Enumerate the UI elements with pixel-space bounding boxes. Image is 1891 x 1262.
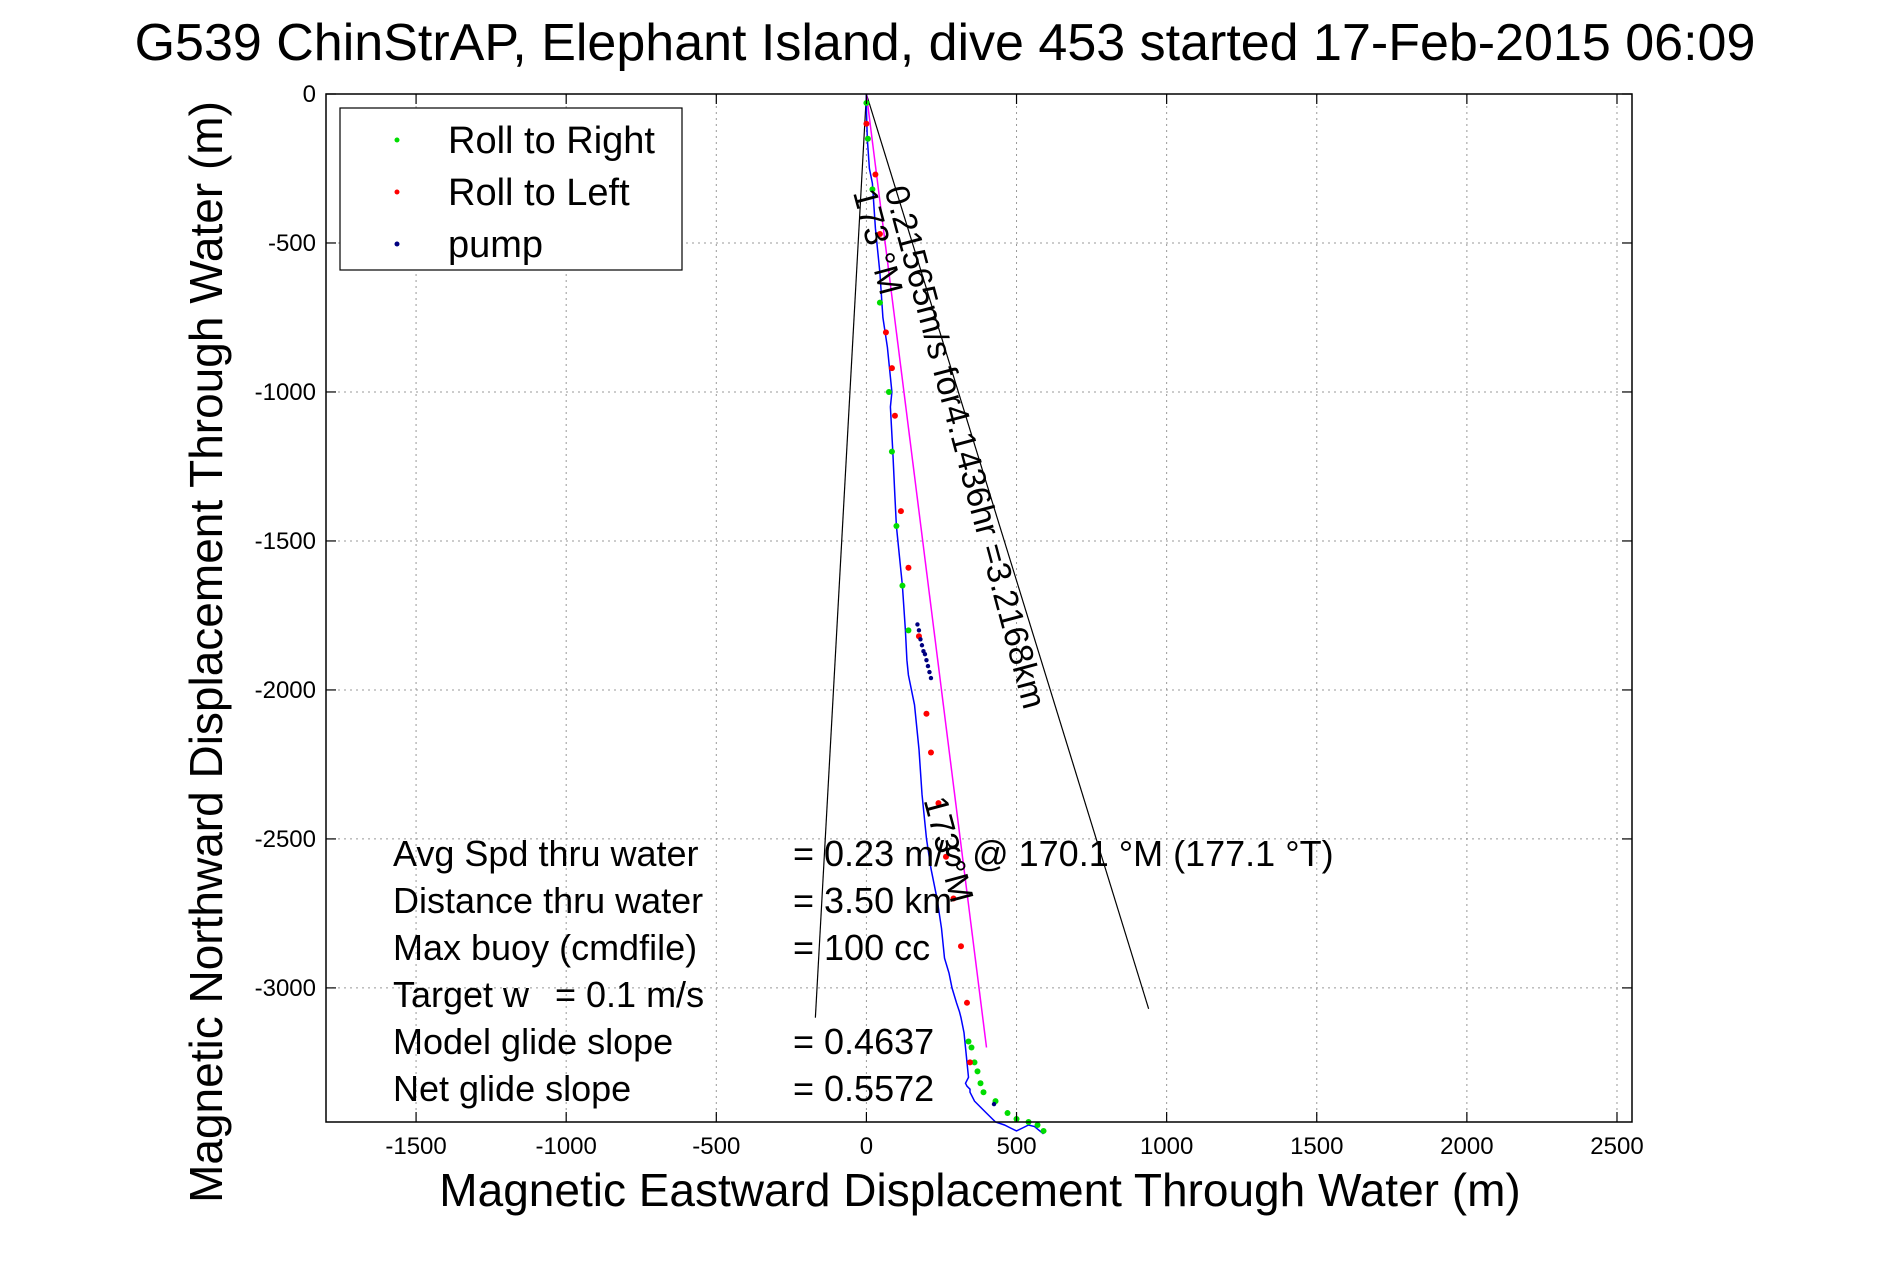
roll-left-marker [897, 508, 904, 515]
roll-left-marker [891, 412, 898, 419]
y-tick-label: -3000 [255, 975, 316, 1002]
roll-left-marker [942, 853, 949, 860]
legend-marker [394, 137, 400, 143]
stat-value: = 0.1 m/s [555, 974, 704, 1015]
roll-right-marker [1004, 1110, 1011, 1117]
y-tick-label: -2000 [255, 677, 316, 704]
x-tick-label: 1000 [1140, 1133, 1193, 1160]
legend-label: pump [448, 224, 543, 266]
roll-left-marker [963, 999, 970, 1006]
plot-area-frame [325, 93, 1633, 1123]
roll-left-marker [905, 564, 912, 571]
pump-marker [927, 669, 932, 675]
roll-left-marker [882, 329, 889, 336]
roll-left-marker [872, 171, 879, 178]
roll-left-marker [888, 365, 895, 372]
series-layer [814, 93, 1150, 1135]
pump-marker [924, 657, 929, 663]
guide-line [865, 93, 988, 1048]
roll-right-marker [885, 388, 892, 395]
stat-label: Net glide slope [393, 1068, 631, 1109]
roll-right-marker [974, 1068, 981, 1075]
roll-right-marker [876, 299, 883, 306]
roll-left-marker [876, 231, 883, 238]
pump-marker [916, 628, 922, 633]
y-tick-label: -1000 [255, 379, 316, 406]
legend: Roll to Right Roll to Left pump [339, 107, 683, 271]
roll-left-marker [950, 895, 957, 902]
stat-label: Avg Spd thru water [393, 833, 699, 874]
roll-right-marker [965, 1038, 972, 1045]
y-tick-label: 0 [303, 81, 316, 108]
stat-label: Max buoy (cmdfile) [393, 927, 697, 968]
y-tick-label: -500 [268, 230, 316, 257]
legend-marker [394, 241, 400, 247]
pump-marker [919, 643, 925, 648]
stat-label: Target w [393, 974, 530, 1015]
roll-left-marker [957, 943, 964, 950]
roll-right-marker [980, 1089, 987, 1096]
stat-label: Model glide slope [393, 1021, 673, 1062]
x-tick-label: 2000 [1440, 1133, 1493, 1160]
x-tick-label: -1500 [385, 1133, 446, 1160]
y-tick-label: -2500 [255, 826, 316, 853]
x-tick-label: 500 [997, 1133, 1037, 1160]
x-tick-label: -1000 [535, 1133, 596, 1160]
stat-label: Distance thru water [393, 880, 703, 921]
track-line [865, 94, 1044, 1135]
cone-line [865, 93, 1150, 1009]
roll-left-marker [927, 749, 934, 756]
pump-marker [991, 1101, 997, 1107]
roll-right-marker [968, 1044, 975, 1051]
x-axis-label: Magnetic Eastward Displacement Through W… [439, 1164, 1520, 1216]
x-tick-label: 0 [860, 1133, 873, 1160]
cone-line [814, 93, 868, 1018]
y-axis-label: Magnetic Northward Displacement Through … [180, 101, 232, 1203]
roll-right-marker [971, 1059, 978, 1066]
stats-block: Avg Spd thru water = 0.23 m/s @ 170.1 °M … [393, 833, 1334, 1109]
legend-label: Roll to Right [448, 120, 655, 162]
stat-value: = 0.5572 [793, 1068, 934, 1109]
pump-marker [915, 622, 920, 627]
x-tick-label: 1500 [1290, 1133, 1343, 1160]
chart-title: G539 ChinStrAP, Elephant Island, dive 45… [135, 14, 1756, 72]
roll-left-marker [863, 120, 870, 127]
roll-right-marker [977, 1080, 984, 1087]
x-tick-label: -500 [692, 1133, 740, 1160]
stat-value: = 0.4637 [793, 1021, 934, 1062]
roll-left-marker [923, 710, 930, 717]
roll-right-marker [905, 627, 912, 634]
roll-right-marker [893, 523, 900, 530]
y-tick-label: -1500 [255, 528, 316, 555]
pump-marker [925, 663, 931, 669]
roll-left-marker [935, 800, 942, 807]
roll-right-marker [1034, 1121, 1041, 1128]
legend-marker [394, 189, 400, 195]
roll-left-marker [966, 1059, 973, 1066]
roll-right-marker [888, 448, 895, 455]
roll-right-marker [869, 186, 876, 193]
tick-layer: -1500 -1000 -500 0 500 1000 1500 2000 2500 0 -500 -… [255, 81, 1644, 1160]
stat-value: = 100 cc [793, 927, 930, 968]
stat-value: = 0.23 m/s @ 170.1 °M (177.1 °T) [793, 833, 1334, 874]
roll-right-marker [864, 135, 871, 142]
pump-marker [918, 637, 923, 642]
pump-marker [928, 675, 934, 681]
stat-value: = 3.50 km [793, 880, 952, 921]
pump-marker [922, 651, 928, 657]
x-tick-label: 2500 [1590, 1133, 1643, 1160]
roll-right-marker [899, 582, 906, 589]
roll-right-marker [1040, 1127, 1047, 1134]
legend-label: Roll to Left [448, 172, 630, 214]
